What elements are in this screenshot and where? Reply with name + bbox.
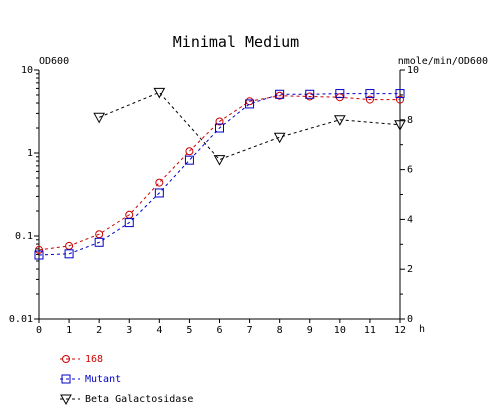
y-left-tick-label: 0.01 (9, 314, 33, 325)
y-right-tick-label: 6 (407, 165, 413, 176)
y-left-tick-label: 0.1 (15, 231, 33, 242)
data-point (275, 89, 285, 99)
y-left-tick-label: 10 (21, 65, 33, 76)
legend-marker (62, 355, 70, 363)
x-tick-label: 11 (364, 325, 376, 336)
data-point (95, 230, 104, 239)
x-tick-label: 6 (216, 325, 222, 336)
y-left-tick-label: 1 (27, 148, 33, 159)
series-line (99, 91, 401, 161)
data-point (273, 132, 286, 144)
x-tick-label: 2 (96, 325, 102, 336)
x-tick-label: 1 (66, 325, 72, 336)
series-line (38, 93, 400, 256)
series-2 (93, 87, 406, 166)
y-right-axis-label: nmole/min/OD600 (398, 56, 488, 67)
x-tick-label: 4 (156, 325, 162, 336)
x-tick-label: 8 (277, 325, 283, 336)
y-right-tick-label: 10 (407, 65, 419, 76)
y-right-tick-label: 4 (407, 214, 413, 225)
series-0 (35, 91, 404, 254)
x-tick-label: 10 (334, 325, 346, 336)
x-tick-label: 3 (126, 325, 132, 336)
data-point (215, 123, 224, 133)
y-left-axis-label: OD600 (39, 56, 69, 67)
x-tick-label: 9 (307, 325, 313, 336)
data-point (245, 99, 255, 109)
data-point (94, 237, 104, 247)
data-point (365, 95, 374, 104)
data-point (93, 112, 106, 124)
data-point (154, 188, 164, 198)
data-point (155, 178, 164, 187)
data-point (395, 89, 405, 99)
data-point (365, 89, 375, 99)
data-point (396, 95, 404, 104)
series-line (38, 95, 400, 251)
x-tick-label: 7 (247, 325, 253, 336)
data-point (213, 155, 226, 166)
legend-marker (60, 394, 72, 405)
legend-label: Mutant (85, 374, 121, 385)
data-point (153, 87, 166, 99)
x-tick-label: 12 (394, 325, 406, 336)
x-axis-label: h (419, 324, 425, 335)
data-point (124, 218, 134, 228)
legend: 168 Mutant Beta Galactosidase (60, 354, 193, 405)
y-right-tick-label: 8 (407, 115, 413, 126)
data-point (333, 115, 346, 126)
data-point (185, 147, 194, 156)
legend-item: 168 (60, 354, 103, 365)
y-right-tick-label: 0 (407, 314, 413, 325)
x-tick-label: 5 (186, 325, 192, 336)
legend-label: Beta Galactosidase (85, 394, 193, 405)
legend-item: Beta Galactosidase (60, 394, 193, 405)
series-1 (34, 89, 405, 260)
data-point (34, 250, 44, 260)
data-point (335, 89, 345, 99)
legend-marker (61, 374, 71, 384)
data-point (35, 245, 43, 254)
series-layer (34, 87, 406, 260)
data-point (215, 117, 224, 126)
legend-item: Mutant (60, 374, 121, 385)
legend-label: 168 (85, 354, 103, 365)
x-tick-label: 0 (36, 325, 42, 336)
data-point (394, 120, 406, 131)
chart-title: Minimal Medium (173, 33, 299, 51)
y-right-tick-label: 2 (407, 264, 413, 275)
data-point (305, 89, 315, 99)
data-point (64, 249, 74, 259)
data-point (184, 155, 194, 165)
